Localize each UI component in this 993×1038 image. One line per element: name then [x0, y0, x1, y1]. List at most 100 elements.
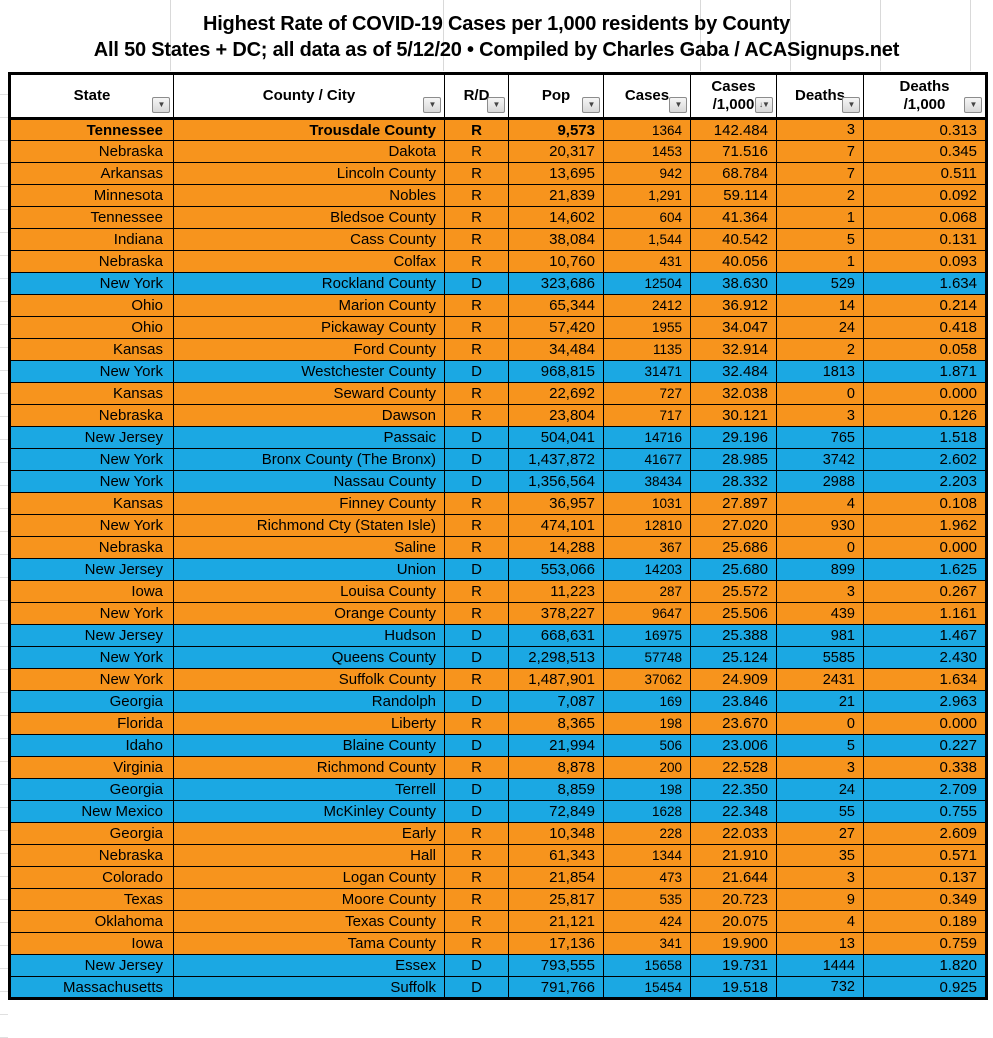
column-header-state[interactable]: State ▼	[9, 73, 174, 120]
cell-rd[interactable]: R	[444, 888, 509, 911]
cell-cases-per-1000[interactable]: 19.900	[690, 932, 777, 955]
cell-rd[interactable]: R	[444, 844, 509, 867]
cell-county[interactable]: Trousdale County	[173, 118, 445, 141]
cell-pop[interactable]: 14,602	[508, 206, 604, 229]
cell-deaths[interactable]: 21	[776, 690, 864, 713]
column-header-pop[interactable]: Pop ▼	[508, 73, 604, 120]
cell-pop[interactable]: 65,344	[508, 294, 604, 317]
cell-deaths-per-1000[interactable]: 0.000	[863, 712, 987, 735]
cell-pop[interactable]: 1,356,564	[508, 470, 604, 493]
cell-state[interactable]: Kansas	[9, 338, 174, 361]
cell-deaths-per-1000[interactable]: 0.131	[863, 228, 987, 251]
cell-deaths-per-1000[interactable]: 0.108	[863, 492, 987, 515]
cell-cases[interactable]: 341	[603, 932, 691, 955]
cell-cases-per-1000[interactable]: 19.518	[690, 976, 777, 999]
cell-deaths-per-1000[interactable]: 2.709	[863, 778, 987, 801]
cell-deaths[interactable]: 0	[776, 536, 864, 559]
cell-deaths[interactable]: 24	[776, 778, 864, 801]
cell-state[interactable]: Oklahoma	[9, 910, 174, 933]
cell-state[interactable]: New York	[9, 646, 174, 669]
cell-state[interactable]: Nebraska	[9, 404, 174, 427]
cell-deaths-per-1000[interactable]: 2.203	[863, 470, 987, 493]
cell-county[interactable]: Bronx County (The Bronx)	[173, 448, 445, 471]
cell-deaths-per-1000[interactable]: 0.214	[863, 294, 987, 317]
cell-rd[interactable]: D	[444, 800, 509, 823]
cell-deaths-per-1000[interactable]: 0.137	[863, 866, 987, 889]
cell-pop[interactable]: 11,223	[508, 580, 604, 603]
cell-deaths-per-1000[interactable]: 0.068	[863, 206, 987, 229]
cell-deaths-per-1000[interactable]: 2.609	[863, 822, 987, 845]
cell-pop[interactable]: 504,041	[508, 426, 604, 449]
cell-pop[interactable]: 36,957	[508, 492, 604, 515]
cell-county[interactable]: Nassau County	[173, 470, 445, 493]
cell-pop[interactable]: 968,815	[508, 360, 604, 383]
cell-pop[interactable]: 23,804	[508, 404, 604, 427]
cell-deaths[interactable]: 2	[776, 184, 864, 207]
cell-county[interactable]: Lincoln County	[173, 162, 445, 185]
cell-deaths[interactable]: 899	[776, 558, 864, 581]
filter-dropdown-icon[interactable]: ▼	[842, 97, 860, 113]
cell-cases[interactable]: 41677	[603, 448, 691, 471]
cell-cases-per-1000[interactable]: 27.020	[690, 514, 777, 537]
cell-deaths-per-1000[interactable]: 2.602	[863, 448, 987, 471]
cell-cases[interactable]: 506	[603, 734, 691, 757]
cell-rd[interactable]: R	[444, 162, 509, 185]
cell-county[interactable]: Liberty	[173, 712, 445, 735]
cell-cases[interactable]: 15658	[603, 954, 691, 977]
cell-rd[interactable]: R	[444, 338, 509, 361]
cell-state[interactable]: Texas	[9, 888, 174, 911]
cell-cases[interactable]: 9647	[603, 602, 691, 625]
cell-state[interactable]: Colorado	[9, 866, 174, 889]
cell-pop[interactable]: 1,437,872	[508, 448, 604, 471]
cell-state[interactable]: New York	[9, 514, 174, 537]
cell-cases-per-1000[interactable]: 38.630	[690, 272, 777, 295]
cell-cases-per-1000[interactable]: 25.686	[690, 536, 777, 559]
cell-rd[interactable]: R	[444, 668, 509, 691]
cell-state[interactable]: New York	[9, 668, 174, 691]
cell-county[interactable]: Texas County	[173, 910, 445, 933]
cell-state[interactable]: Nebraska	[9, 536, 174, 559]
cell-cases[interactable]: 1135	[603, 338, 691, 361]
cell-cases-per-1000[interactable]: 27.897	[690, 492, 777, 515]
cell-state[interactable]: Indiana	[9, 228, 174, 251]
cell-rd[interactable]: R	[444, 602, 509, 625]
cell-pop[interactable]: 34,484	[508, 338, 604, 361]
cell-deaths-per-1000[interactable]: 0.925	[863, 976, 987, 999]
cell-county[interactable]: McKinley County	[173, 800, 445, 823]
cell-county[interactable]: Early	[173, 822, 445, 845]
cell-deaths[interactable]: 55	[776, 800, 864, 823]
cell-cases[interactable]: 200	[603, 756, 691, 779]
cell-deaths-per-1000[interactable]: 1.820	[863, 954, 987, 977]
cell-deaths[interactable]: 14	[776, 294, 864, 317]
cell-county[interactable]: Nobles	[173, 184, 445, 207]
cell-deaths[interactable]: 2	[776, 338, 864, 361]
cell-deaths-per-1000[interactable]: 1.634	[863, 668, 987, 691]
cell-county[interactable]: Dakota	[173, 140, 445, 163]
cell-cases-per-1000[interactable]: 68.784	[690, 162, 777, 185]
cell-deaths-per-1000[interactable]: 1.962	[863, 514, 987, 537]
cell-county[interactable]: Saline	[173, 536, 445, 559]
cell-deaths-per-1000[interactable]: 0.126	[863, 404, 987, 427]
cell-county[interactable]: Seward County	[173, 382, 445, 405]
cell-rd[interactable]: D	[444, 360, 509, 383]
cell-cases-per-1000[interactable]: 22.348	[690, 800, 777, 823]
cell-rd[interactable]: R	[444, 580, 509, 603]
filter-dropdown-icon[interactable]: ▼	[152, 97, 170, 113]
cell-cases[interactable]: 198	[603, 712, 691, 735]
cell-rd[interactable]: D	[444, 272, 509, 295]
cell-county[interactable]: Suffolk County	[173, 668, 445, 691]
cell-pop[interactable]: 9,573	[508, 118, 604, 141]
cell-deaths-per-1000[interactable]: 1.467	[863, 624, 987, 647]
cell-cases[interactable]: 367	[603, 536, 691, 559]
cell-state[interactable]: New Mexico	[9, 800, 174, 823]
cell-deaths-per-1000[interactable]: 2.963	[863, 690, 987, 713]
filter-dropdown-icon[interactable]: ▼	[964, 97, 982, 113]
cell-county[interactable]: Cass County	[173, 228, 445, 251]
cell-pop[interactable]: 793,555	[508, 954, 604, 977]
filter-dropdown-icon[interactable]: ▼	[423, 97, 441, 113]
cell-state[interactable]: New York	[9, 272, 174, 295]
cell-deaths[interactable]: 5	[776, 734, 864, 757]
cell-cases-per-1000[interactable]: 23.006	[690, 734, 777, 757]
cell-deaths[interactable]: 3	[776, 118, 864, 141]
cell-deaths[interactable]: 2988	[776, 470, 864, 493]
